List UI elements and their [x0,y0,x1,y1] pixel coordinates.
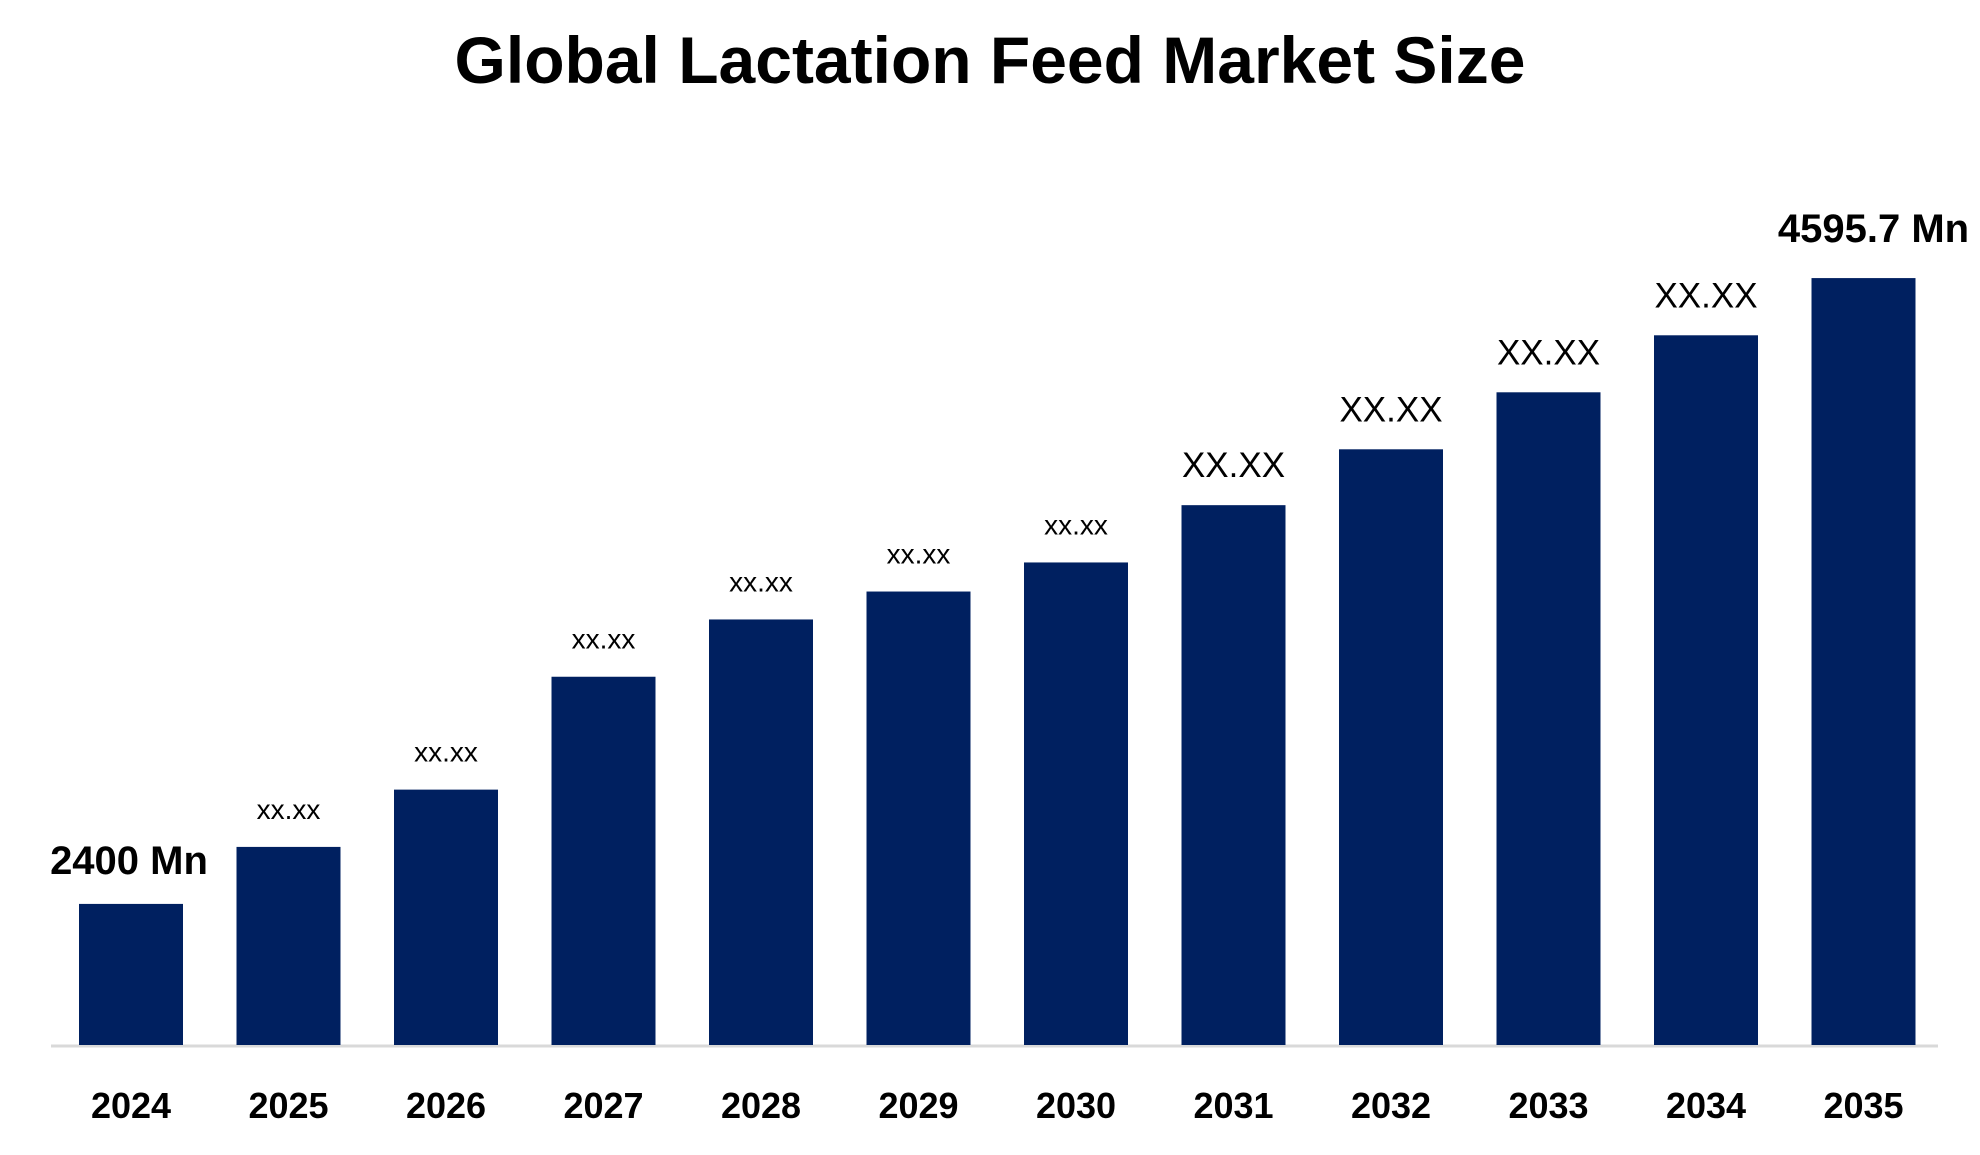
bar-2030 [1024,562,1128,1045]
x-tick-label-2029: 2029 [878,1085,958,1126]
data-label-2030: xx.xx [1044,509,1108,540]
data-label-2033: XX.XX [1497,333,1600,372]
x-tick-label-2027: 2027 [563,1085,643,1126]
data-label-2032: XX.XX [1339,390,1442,429]
x-tick-label-2025: 2025 [248,1085,328,1126]
bar-2033 [1496,392,1601,1045]
bar-2032 [1339,449,1443,1045]
bar-2026 [394,789,498,1045]
data-label-2025: xx.xx [257,794,321,825]
x-tick-label-2035: 2035 [1823,1085,1903,1126]
bar-2035 [1811,278,1916,1045]
bar-2034 [1654,335,1758,1045]
data-label-2028: xx.xx [729,566,793,597]
bar-2024 [79,903,183,1045]
data-label-2035: 4595.7 Mn [1778,207,1969,251]
data-label-2029: xx.xx [887,539,951,570]
x-tick-label-2034: 2034 [1666,1085,1746,1126]
data-label-2024: 2400 Mn [50,839,208,883]
data-label-2026: xx.xx [414,737,478,768]
x-tick-label-2028: 2028 [721,1085,801,1126]
bar-2025 [236,846,341,1045]
chart-title: Global Lactation Feed Market Size [454,23,1526,97]
bar-2031 [1181,505,1286,1045]
bar-2027 [551,676,656,1045]
data-label-2027: xx.xx [572,624,636,655]
x-tick-label-2026: 2026 [406,1085,486,1126]
bar-2028 [709,619,813,1045]
x-tick-label-2032: 2032 [1351,1085,1431,1126]
x-tick-label-2033: 2033 [1508,1085,1588,1126]
data-label-2034: XX.XX [1654,276,1757,315]
data-label-2031: XX.XX [1182,446,1285,485]
x-tick-label-2030: 2030 [1036,1085,1116,1126]
x-tick-label-2031: 2031 [1193,1085,1273,1126]
x-tick-label-2024: 2024 [91,1085,171,1126]
bar-2029 [866,591,971,1045]
